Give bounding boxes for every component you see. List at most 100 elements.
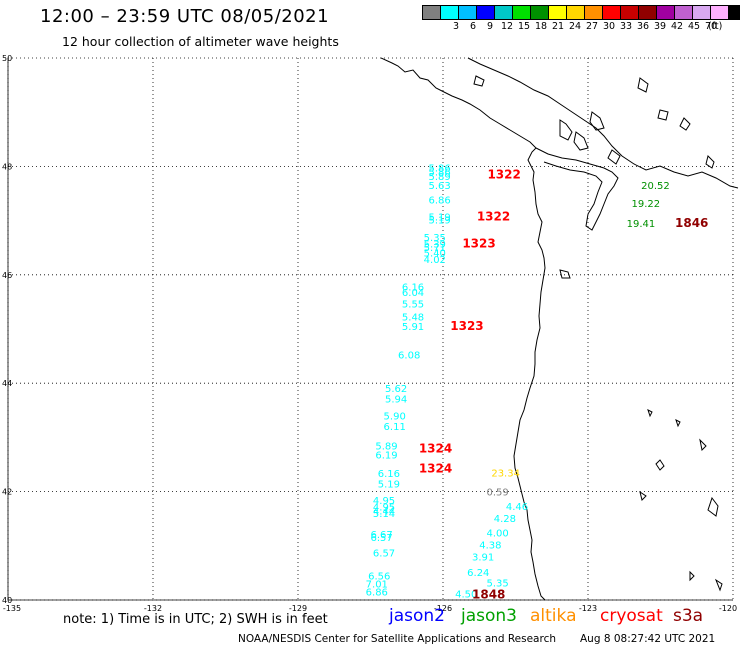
wave-height-label: 6.57 [373, 549, 395, 560]
wave-height-label: 7.01 [366, 580, 388, 591]
legend-labels: 3 6 9 12 15 18 21 24 27 30 33 36 39 42 45 70 [422, 21, 740, 35]
wave-height-label: 6.19 [375, 451, 397, 462]
coastline-islands [473, 75, 715, 279]
wave-height-label: 5.71 [424, 243, 446, 254]
wave-height-label: 5.39 [424, 240, 446, 251]
wave-height-label: 5.63 [429, 181, 451, 192]
wave-height-label: 23.34 [491, 468, 520, 479]
footer-timestamp: Aug 8 08:27:42 UTC 2021 [580, 633, 716, 645]
coastline-lakes [639, 409, 723, 592]
wave-height-label: 5.48 [402, 312, 424, 323]
legend-label: 6 [469, 21, 477, 32]
wave-height-label: 4.38 [479, 541, 501, 552]
wave-height-label: 6.86 [429, 195, 451, 206]
wave-height-label: 6.04 [402, 288, 424, 299]
wave-height-label: 4.50 [455, 589, 477, 600]
wave-height-label: 5.14 [373, 509, 395, 520]
track-id-label: 1323 [450, 319, 483, 333]
coastline-strait [535, 147, 619, 231]
wave-height-label: 5.55 [402, 299, 424, 310]
wave-height-label: 5.94 [385, 395, 407, 406]
wave-height-label: 6.57 [371, 533, 393, 544]
satellite-altika: altika [530, 606, 577, 626]
wave-height-points: 5.865.865.895.636.865.195.195.355.395.71… [366, 163, 670, 600]
lat-label: 40 [2, 596, 12, 605]
wave-height-label: 5.40 [424, 248, 446, 259]
color-legend [422, 5, 740, 20]
wave-height-label: 6.56 [368, 571, 390, 582]
wave-height-label: 6.86 [366, 588, 388, 599]
wave-height-label: 6.11 [384, 422, 406, 433]
wave-height-label: 5.86 [429, 163, 451, 174]
wave-height-label: 5.86 [429, 168, 451, 179]
coastline-bc [467, 57, 739, 189]
wave-height-label: 4.95 [373, 503, 395, 514]
wave-height-label: 19.41 [627, 219, 656, 230]
wave-height-label: 5.35 [424, 233, 446, 244]
legend-label: 24 [568, 21, 582, 32]
satellite-s3a: s3a [673, 606, 704, 626]
wave-height-label: 5.62 [385, 384, 407, 395]
legend-label: 36 [636, 21, 650, 32]
legend-unit: (ft) [708, 21, 723, 32]
legend-label: 3 [452, 21, 460, 32]
coastline-main [380, 57, 546, 601]
lon-label: -126 [434, 604, 452, 613]
lon-label: -129 [289, 604, 307, 613]
lat-label: 44 [2, 379, 12, 388]
wave-height-label: 5.35 [487, 578, 509, 589]
wave-height-label: 5.90 [384, 412, 406, 423]
wave-height-label: 5.89 [429, 172, 451, 183]
wave-height-label: 6.16 [378, 469, 400, 480]
lon-label: -135 [3, 604, 21, 613]
legend-label: 27 [585, 21, 599, 32]
lat-label: 46 [2, 271, 12, 280]
lon-label: -132 [144, 604, 162, 613]
wave-height-label: 5.19 [378, 479, 400, 490]
legend-label: 21 [551, 21, 565, 32]
wave-height-label: 5.19 [429, 215, 451, 226]
legend-swatch [728, 5, 740, 20]
lon-label: -120 [719, 604, 737, 613]
legend-label: 33 [619, 21, 633, 32]
coastline [380, 57, 739, 601]
legend-label: 39 [653, 21, 667, 32]
track-id-label: 1846 [675, 216, 708, 230]
lon-label: -123 [579, 604, 597, 613]
wave-height-label: 20.52 [641, 181, 670, 192]
wave-height-label: 6.08 [398, 350, 420, 361]
page-subtitle: 12 hour collection of altimeter wave hei… [62, 34, 339, 49]
legend-label: 15 [517, 21, 531, 32]
wave-height-label: 5.91 [402, 322, 424, 333]
legend-label: 45 [687, 21, 701, 32]
legend-label: 9 [486, 21, 494, 32]
legend-label: 70 [704, 21, 718, 32]
footer-note: note: 1) Time is in UTC; 2) SWH is in fe… [63, 612, 328, 627]
lat-label: 42 [2, 488, 12, 497]
wave-height-label: 4.02 [424, 255, 446, 266]
wave-height-label: 19.22 [632, 199, 661, 210]
page-title: 12:00 – 23:59 UTC 08/05/2021 [40, 6, 330, 27]
lat-label: 48 [2, 162, 12, 171]
wave-height-label: 3.91 [472, 552, 494, 563]
satellite-jason2: jason2 [389, 606, 445, 626]
wave-height-label: 6.16 [402, 283, 424, 294]
track-labels: 1322 1322 1323 1323 1324 1324 1846 1848 [419, 167, 709, 601]
legend-label: 12 [500, 21, 514, 32]
track-id-label: 1322 [487, 167, 520, 181]
track-id-label: 1322 [477, 210, 510, 224]
axis-labels: 50 48 46 44 42 40-135 -132 -129 -126 -123 -120 [2, 54, 737, 613]
legend-label: 18 [534, 21, 548, 32]
wave-height-label: 6.67 [371, 530, 393, 541]
track-id-label: 1324 [419, 462, 452, 476]
wave-height-label: 4.44 [373, 506, 395, 517]
lat-label: 50 [2, 54, 12, 63]
satellite-jason3: jason3 [461, 606, 517, 626]
legend-label: 42 [670, 21, 684, 32]
lat-lon-grid [7, 57, 734, 601]
legend-label: 30 [602, 21, 616, 32]
wave-height-label: 0.59 [487, 487, 509, 498]
track-id-label: 1848 [472, 587, 505, 601]
wave-height-label: 4.00 [487, 529, 509, 540]
